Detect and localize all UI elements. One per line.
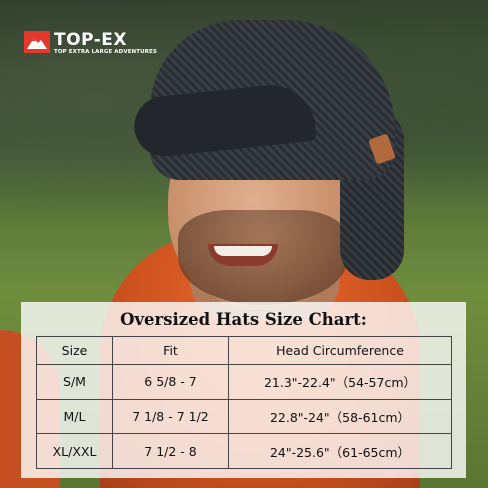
fit-cell: 7 1/8 - 7 1/2	[112, 398, 229, 435]
column-header-fit: Fit	[112, 336, 229, 365]
fit-cell: 7 1/2 - 8	[112, 433, 229, 469]
mountain-logo-icon	[24, 31, 50, 53]
table-row: XL/XXL 7 1/2 - 8 24"-25.6"（61-65cm）	[36, 433, 452, 469]
circumference-cell: 22.8"-24"（58-61cm）	[228, 398, 452, 435]
circumference-cell: 24"-25.6"（61-65cm）	[228, 433, 452, 469]
fit-cell: 6 5/8 - 7	[112, 363, 229, 400]
size-cell: XL/XXL	[36, 433, 113, 469]
table-row: S/M 6 5/8 - 7 21.3"-22.4"（54-57cm）	[36, 363, 452, 400]
brand-tagline: TOP EXTRA LARGE ADVENTURES	[54, 49, 157, 55]
teeth	[214, 246, 272, 256]
size-table: Size Fit Head Circumference S/M 6 5/8 - …	[36, 336, 452, 469]
size-chart-panel: Oversized Hats Size Chart: Size Fit Head…	[21, 302, 466, 478]
column-header-size: Size	[36, 336, 113, 365]
circumference-cell: 21.3"-22.4"（54-57cm）	[228, 363, 452, 400]
brand-name: TOP-EX	[54, 30, 127, 50]
size-cell: M/L	[36, 398, 113, 435]
table-row: M/L 7 1/8 - 7 1/2 22.8"-24"（58-61cm）	[36, 398, 452, 435]
table-header-row: Size Fit Head Circumference	[36, 336, 452, 365]
size-cell: S/M	[36, 363, 113, 400]
size-chart-title: Oversized Hats Size Chart:	[120, 310, 367, 329]
column-header-circumference: Head Circumference	[228, 336, 452, 365]
